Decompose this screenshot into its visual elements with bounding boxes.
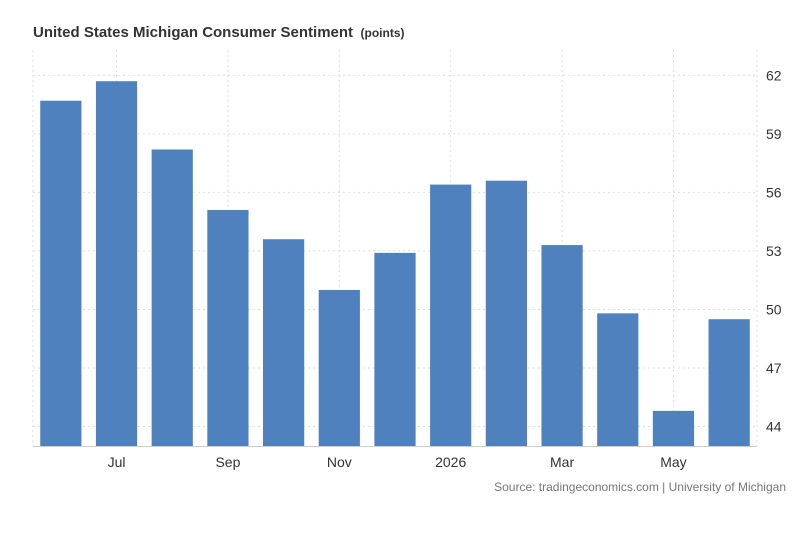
source-attribution: Source: tradingeconomics.com | Universit… bbox=[494, 480, 786, 494]
bar-3 bbox=[207, 209, 249, 446]
x-tick-label: Nov bbox=[327, 454, 352, 470]
bar-6 bbox=[374, 252, 416, 446]
y-tick-label: 59 bbox=[766, 126, 782, 142]
bar-4 bbox=[263, 239, 305, 446]
y-tick-label: 53 bbox=[766, 243, 782, 259]
x-tick-label: 2026 bbox=[435, 454, 466, 470]
bars bbox=[40, 81, 750, 447]
x-tick-label: May bbox=[660, 454, 686, 470]
bar-8 bbox=[485, 180, 527, 446]
bar-7 bbox=[430, 184, 472, 446]
x-tick-label: Sep bbox=[215, 454, 240, 470]
bar-11 bbox=[652, 410, 695, 446]
bar-10 bbox=[597, 313, 639, 446]
y-tick-label: 47 bbox=[766, 360, 782, 376]
y-tick-label: 56 bbox=[766, 184, 782, 200]
bar-2 bbox=[151, 149, 193, 447]
y-tick-label: 44 bbox=[766, 418, 782, 434]
bar-1 bbox=[95, 81, 138, 446]
bar-5 bbox=[318, 289, 360, 446]
chart-units: (points) bbox=[360, 26, 405, 40]
chart-title: United States Michigan Consumer Sentimen… bbox=[33, 24, 354, 41]
bar-0 bbox=[40, 100, 82, 447]
x-tick-label: Jul bbox=[108, 454, 126, 470]
chart-header: United States Michigan Consumer Sentimen… bbox=[33, 24, 405, 42]
x-tick-label: Mar bbox=[550, 454, 574, 470]
bar-9 bbox=[541, 245, 583, 446]
y-tick-label: 62 bbox=[766, 67, 782, 83]
bar-12 bbox=[708, 319, 750, 446]
axes: 44 47 50 53 56 59 62 Jul Sep Nov 2026 Mar May bbox=[33, 67, 782, 470]
y-tick-label: 50 bbox=[766, 301, 782, 317]
